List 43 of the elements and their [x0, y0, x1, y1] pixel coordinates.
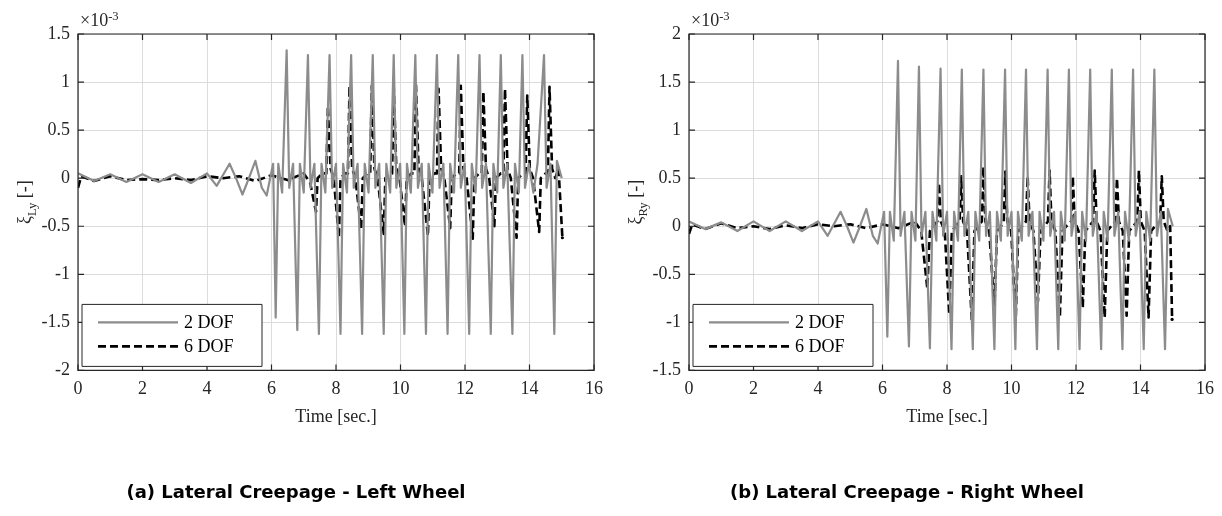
text: (a) Lateral Creepage - Left Wheel: [126, 481, 466, 502]
x-tick-label: 2: [749, 377, 758, 398]
y-tick-label: 1: [672, 118, 681, 139]
legend-label: 6 DOF: [184, 336, 234, 357]
y-tick-label: 0.5: [658, 166, 681, 187]
y-tick-label: 1.5: [658, 70, 681, 91]
x-tick-label: 6: [267, 377, 276, 398]
x-axis-title: Time [sec.]: [295, 406, 377, 427]
y-tick-label: 1: [61, 70, 70, 91]
y-tick-label: 1.5: [47, 22, 70, 43]
y-axis-title: ξLy [-]: [14, 180, 40, 225]
x-tick-label: 16: [585, 377, 603, 398]
line-series: [78, 83, 564, 241]
x-tick-label: 12: [1067, 377, 1085, 398]
y-tick-label: -1.5: [41, 311, 70, 332]
legend-label: 2 DOF: [184, 312, 234, 333]
x-tick-label: 8: [331, 377, 341, 398]
x-tick-label: 14: [1131, 377, 1150, 398]
legend-label: 2 DOF: [795, 312, 845, 333]
text: (b) Lateral Creepage - Right Wheel: [730, 481, 1084, 502]
x-tick-label: 12: [456, 377, 474, 398]
y-tick-label: -0.5: [41, 214, 70, 235]
y-tick-label: 0.5: [47, 118, 70, 139]
y-tick-label: -1: [55, 263, 70, 284]
x-tick-label: 6: [878, 377, 887, 398]
x-tick-label: 14: [520, 377, 539, 398]
y-axis-title: ξRy [-]: [625, 179, 651, 225]
x-tick-label: 4: [202, 377, 212, 398]
x-tick-label: 4: [813, 377, 823, 398]
y-tick-label: 0: [672, 214, 681, 235]
x-tick-label: 10: [1002, 377, 1021, 398]
legend-label: 6 DOF: [795, 336, 845, 357]
y-tick-label: 0: [61, 166, 70, 187]
x-tick-label: 2: [138, 377, 147, 398]
x-tick-label: 8: [942, 377, 952, 398]
y-tick-label: 2: [672, 22, 681, 43]
x-tick-label: 16: [1196, 377, 1214, 398]
y-tick-label: -1.5: [652, 359, 681, 380]
x-tick-label: 10: [391, 377, 410, 398]
x-axis-title: Time [sec.]: [906, 406, 988, 427]
y-tick-label: -1: [666, 311, 681, 332]
y-tick-label: -2: [55, 359, 70, 380]
y-tick-label: -0.5: [652, 263, 681, 284]
